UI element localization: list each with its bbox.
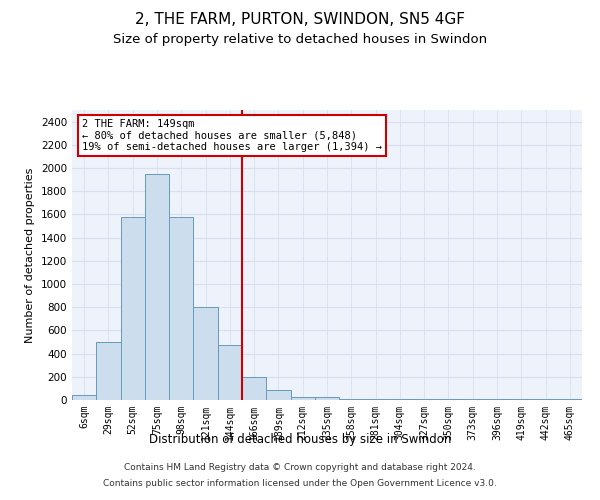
Bar xyxy=(242,377,266,400)
Bar xyxy=(388,399,412,400)
Bar xyxy=(193,307,218,400)
Bar xyxy=(315,397,339,400)
Text: Size of property relative to detached houses in Swindon: Size of property relative to detached ho… xyxy=(113,32,487,46)
Text: Contains HM Land Registry data © Crown copyright and database right 2024.: Contains HM Land Registry data © Crown c… xyxy=(124,464,476,472)
Bar xyxy=(121,216,145,400)
Bar xyxy=(364,399,388,400)
Bar xyxy=(266,390,290,400)
Bar xyxy=(218,346,242,400)
Text: 2 THE FARM: 149sqm
← 80% of detached houses are smaller (5,848)
19% of semi-deta: 2 THE FARM: 149sqm ← 80% of detached hou… xyxy=(82,118,382,152)
Bar xyxy=(145,174,169,400)
Y-axis label: Number of detached properties: Number of detached properties xyxy=(25,168,35,342)
Bar xyxy=(72,396,96,400)
Bar xyxy=(169,216,193,400)
Text: Distribution of detached houses by size in Swindon: Distribution of detached houses by size … xyxy=(149,432,451,446)
Bar xyxy=(96,342,121,400)
Text: Contains public sector information licensed under the Open Government Licence v3: Contains public sector information licen… xyxy=(103,478,497,488)
Bar xyxy=(290,396,315,400)
Bar xyxy=(339,399,364,400)
Text: 2, THE FARM, PURTON, SWINDON, SN5 4GF: 2, THE FARM, PURTON, SWINDON, SN5 4GF xyxy=(135,12,465,28)
